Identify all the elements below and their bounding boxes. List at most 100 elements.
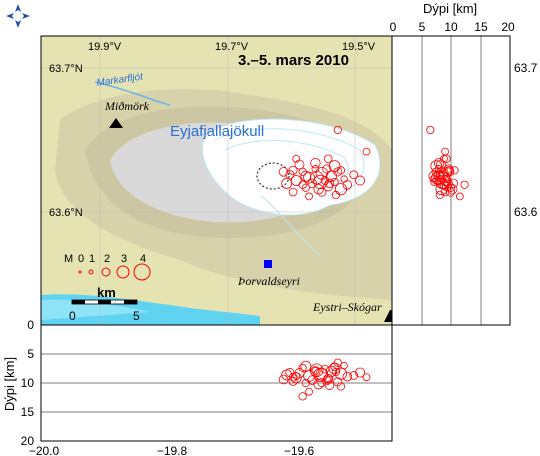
map-event-33	[323, 154, 333, 164]
right-ytick-63.6: 63.6	[514, 205, 538, 219]
bottom-ytick-20: 20	[21, 434, 35, 448]
depth-lon-event-32	[292, 372, 301, 380]
scale-label-5: 5	[133, 309, 140, 323]
glacier-label: Eyjafjallajökull	[170, 123, 264, 140]
legend-m4: 4	[140, 253, 146, 265]
legend-m2: 2	[104, 253, 110, 265]
scale-label-0: 0	[69, 309, 76, 323]
map-event-25	[278, 167, 289, 177]
depth-lon-event-26	[298, 392, 307, 401]
depth-lon-event-38	[313, 367, 328, 383]
map-event-38	[313, 174, 328, 190]
right-xtick-20: 20	[501, 20, 515, 34]
bottom-depth-panel: 0 5 10 15 20 Dýpi [km] −20.0 −19.8 −19.6	[2, 318, 393, 456]
right-xtick-15: 15	[474, 20, 488, 34]
right-xlabel: Dýpi [km]	[423, 1, 477, 16]
map-event-21	[322, 164, 332, 174]
map-event-37	[324, 178, 335, 189]
map-event-36	[300, 170, 312, 182]
depth-lon-event-24	[349, 371, 359, 380]
depth-lon-event-0	[285, 368, 295, 378]
river-markarfljot	[94, 81, 171, 106]
map-event-18	[301, 183, 310, 192]
lon-label-1: 19.9°V	[88, 41, 122, 53]
map-event-11	[330, 177, 339, 187]
compass-logo-icon	[6, 4, 30, 28]
map-event-39	[288, 165, 298, 175]
depth-lon-event-34	[333, 358, 342, 367]
depth-lat-event-23	[455, 192, 464, 201]
map-panel	[41, 36, 392, 325]
place-midmork: Miðmörk	[104, 99, 150, 113]
bottom-xtick-19.6: −19.6	[284, 444, 315, 456]
depth-lon-event-23	[305, 387, 313, 396]
map-event-26	[298, 180, 307, 189]
map-event-5	[311, 165, 320, 173]
lat-label-1: 63.7°N	[49, 63, 83, 75]
map-event-28	[317, 187, 327, 197]
bottom-ylabel: Dýpi [km]	[2, 357, 17, 411]
scale-unit: km	[97, 285, 116, 300]
thorvaldseyri-square-icon	[264, 260, 272, 268]
caldera-rim	[256, 162, 290, 190]
bottom-ytick-15: 15	[21, 405, 35, 419]
map-event-markers	[278, 125, 371, 201]
bottom-event-markers	[278, 358, 371, 401]
map-event-29	[328, 160, 341, 172]
skogar-triangle-icon	[384, 310, 392, 322]
map-event-27	[310, 157, 321, 169]
depth-lon-event-15	[342, 371, 353, 382]
map-event-4	[307, 178, 317, 189]
map-event-14	[340, 175, 348, 183]
map-title: 3.–5. mars 2010	[238, 52, 349, 69]
depth-lat-event-25	[442, 167, 453, 177]
depth-lon-event-35	[362, 373, 371, 382]
map-event-22	[331, 190, 340, 200]
depth-lon-event-30	[336, 382, 346, 391]
depth-lon-event-37	[324, 380, 335, 391]
depth-lon-event-2	[298, 363, 307, 373]
depth-lon-event-19	[281, 369, 293, 381]
map-event-30	[336, 166, 346, 175]
depth-lon-event-18	[301, 378, 310, 388]
map-event-24	[349, 170, 359, 180]
depth-lat-event-22	[435, 190, 444, 200]
legend-prefix: M	[64, 253, 73, 265]
map-event-32	[292, 154, 301, 163]
legend-m1: 1	[89, 253, 95, 265]
depth-lon-event-14	[340, 361, 348, 370]
lat-label-2: 63.6°N	[49, 207, 83, 219]
place-eystri-skogar: Eystri–Skógar	[312, 300, 382, 314]
depth-lon-event-39	[288, 376, 298, 386]
map-event-16	[288, 187, 298, 197]
magnitude-legend: M 0 1 2 3 4	[64, 253, 151, 281]
map-event-15	[342, 180, 353, 190]
legend-m3: 3	[121, 253, 127, 265]
depth-lon-event-22	[331, 367, 340, 377]
depth-lat-event-38	[435, 174, 450, 190]
depth-lon-event-5	[311, 366, 320, 375]
depth-lon-event-33	[323, 374, 333, 383]
bottom-ytick-5: 5	[27, 347, 34, 361]
bottom-xtick-19.8: −19.8	[157, 444, 188, 456]
depth-lat-event-26	[460, 180, 469, 189]
lon-label-3: 19.5°V	[342, 41, 376, 53]
depth-lat-event-8	[432, 176, 442, 185]
map-event-31	[355, 175, 366, 186]
depth-lon-event-25	[278, 374, 289, 385]
right-xtick-0: 0	[390, 20, 397, 34]
bottom-ytick-10: 10	[21, 376, 35, 390]
depth-lon-event-31	[355, 367, 366, 378]
depth-lat-event-21	[444, 164, 454, 174]
right-event-markers	[426, 125, 469, 201]
map-event-6	[313, 183, 324, 195]
map-event-23	[305, 192, 313, 201]
depth-lat-event-34	[426, 125, 435, 135]
right-depth-panel: Dýpi [km] 0 5 10 15 20 63.7 63.6	[390, 1, 538, 326]
bottom-ytick-0: 0	[27, 318, 34, 332]
lon-label-2: 19.7°V	[215, 41, 249, 53]
place-thorvaldseyri: Þorvaldseyri	[237, 274, 300, 288]
map-event-19	[281, 177, 293, 189]
map-event-35	[362, 147, 371, 156]
